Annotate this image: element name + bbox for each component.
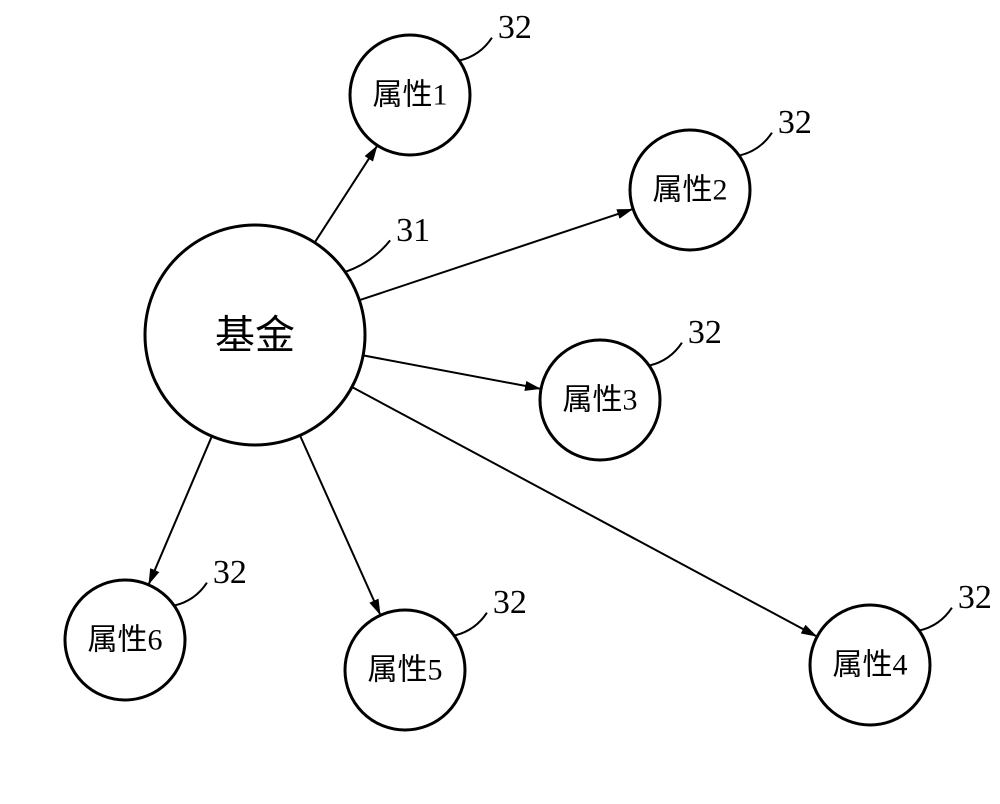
edge-center-a1 xyxy=(315,145,378,242)
node-center: 基金 xyxy=(145,225,365,445)
node-label-center: 基金 xyxy=(215,313,295,358)
node-a1: 属性1 xyxy=(350,35,470,155)
node-label-a4: 属性4 xyxy=(833,649,908,682)
node-label-a2: 属性2 xyxy=(653,174,728,207)
callout-leader-center xyxy=(345,240,390,272)
callout-leader-a2 xyxy=(739,133,772,156)
callout-label-center: 31 xyxy=(396,212,430,249)
node-label-a6: 属性6 xyxy=(88,624,163,657)
callout-leader-a6 xyxy=(174,583,207,606)
callout-leader-a4 xyxy=(919,608,952,631)
edge-center-a3 xyxy=(363,355,541,389)
node-label-a5: 属性5 xyxy=(368,654,443,687)
diagram-canvas: 基金 31 属性1 32 属性2 32 属性3 32 属性4 32 属性5 32 属性6 32 xyxy=(0,0,1000,804)
node-label-a1: 属性1 xyxy=(373,79,448,112)
callout-label-a5: 32 xyxy=(493,584,527,621)
callout-leader-a3 xyxy=(649,343,682,366)
node-a6: 属性6 xyxy=(65,580,185,700)
callout-leader-a5 xyxy=(454,613,487,636)
edge-center-a6 xyxy=(149,436,212,585)
node-a4: 属性4 xyxy=(810,605,930,725)
node-a2: 属性2 xyxy=(630,130,750,250)
callout-label-a3: 32 xyxy=(688,314,722,351)
callout-label-a2: 32 xyxy=(778,104,812,141)
node-a3: 属性3 xyxy=(540,340,660,460)
callout-label-a1: 32 xyxy=(498,9,532,46)
node-a5: 属性5 xyxy=(345,610,465,730)
callout-label-a4: 32 xyxy=(958,579,992,616)
node-label-a3: 属性3 xyxy=(563,384,638,417)
callout-leader-a1 xyxy=(459,38,492,61)
callout-label-a6: 32 xyxy=(213,554,247,591)
edge-center-a5 xyxy=(300,435,381,615)
